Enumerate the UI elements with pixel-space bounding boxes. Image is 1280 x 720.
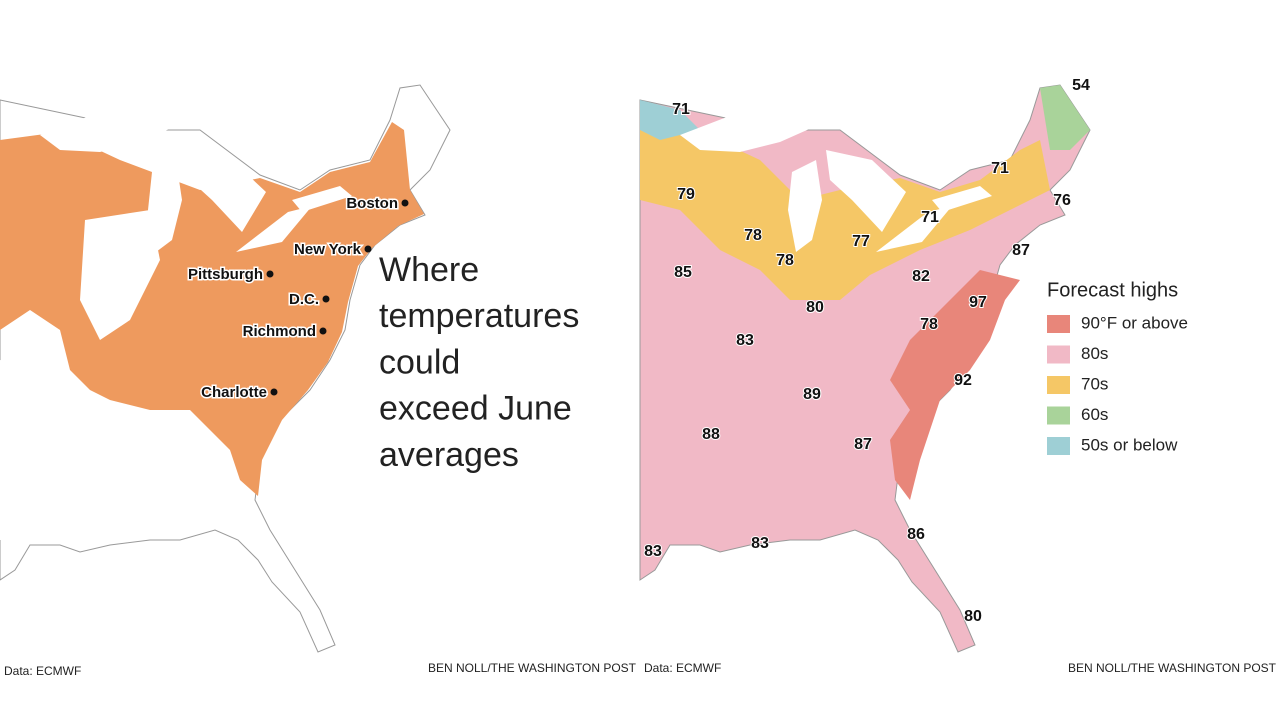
legend-swatch: [1047, 345, 1070, 364]
temperature-label: 78: [920, 316, 938, 333]
temperature-label: 80: [964, 608, 982, 625]
city-dot: [401, 199, 409, 207]
legend-label: 70s: [1081, 374, 1108, 393]
headline-line: could: [379, 343, 460, 381]
temperature-label: 54: [1072, 77, 1090, 94]
legend-swatch: [1047, 315, 1070, 333]
temperature-label: 78: [776, 252, 794, 269]
temperature-label: 76: [1053, 192, 1071, 209]
city-dot: [319, 327, 327, 335]
city-dot: [266, 270, 274, 278]
city-label: Richmond: [243, 323, 316, 340]
temperature-label: 88: [702, 426, 720, 443]
headline-line: Where: [379, 251, 479, 289]
temperature-label: 71: [921, 209, 939, 226]
temperature-label: 85: [674, 264, 692, 281]
right-map: [639, 84, 1091, 653]
credit: BEN NOLL/THE WASHINGTON POST: [428, 661, 637, 675]
headline-line: temperatures: [379, 297, 579, 335]
temperature-label: 82: [912, 268, 930, 285]
legend-label: 50s or below: [1081, 435, 1178, 454]
temperature-label: 78: [744, 227, 762, 244]
city-label: D.C.: [289, 291, 319, 308]
exceed-area: [0, 122, 424, 496]
temperature-label: 77: [852, 233, 870, 250]
city-label: New York: [294, 241, 362, 258]
temperature-label: 79: [677, 186, 695, 203]
temperature-label: 87: [1012, 242, 1030, 259]
legend-swatch: [1047, 406, 1070, 425]
temperature-label: 97: [969, 294, 987, 311]
credit: BEN NOLL/THE WASHINGTON POST: [1068, 661, 1277, 675]
legend-label: 90°F or above: [1081, 313, 1188, 332]
city-label: Charlotte: [201, 384, 267, 401]
temperature-label: 92: [954, 372, 972, 389]
temperature-label: 86: [907, 526, 925, 543]
city-dot: [364, 245, 372, 253]
temperature-label: 80: [806, 299, 824, 316]
left-map: [0, 84, 451, 653]
temperature-label: 71: [672, 101, 690, 118]
legend-label: 60s: [1081, 405, 1108, 424]
temperature-label: 83: [644, 543, 662, 560]
temperature-label: 71: [991, 160, 1009, 177]
headline-line: exceed June: [379, 390, 572, 428]
temperature-label: 87: [854, 436, 872, 453]
temperature-label: 83: [736, 332, 754, 349]
city-label: Boston: [346, 195, 398, 212]
source: Data: ECMWF: [644, 661, 721, 675]
legend-title: Forecast highs: [1047, 279, 1178, 301]
legend-swatch: [1047, 376, 1070, 394]
legend-label: 80s: [1081, 344, 1108, 363]
legend-swatch: [1047, 437, 1070, 455]
city-dot: [270, 388, 278, 396]
temperature-label: 89: [803, 386, 821, 403]
headline-line: averages: [379, 436, 519, 474]
city-dot: [322, 295, 330, 303]
city-label: Pittsburgh: [188, 266, 263, 283]
temperature-label: 83: [751, 535, 769, 552]
source: Data: ECMWF: [4, 664, 81, 678]
